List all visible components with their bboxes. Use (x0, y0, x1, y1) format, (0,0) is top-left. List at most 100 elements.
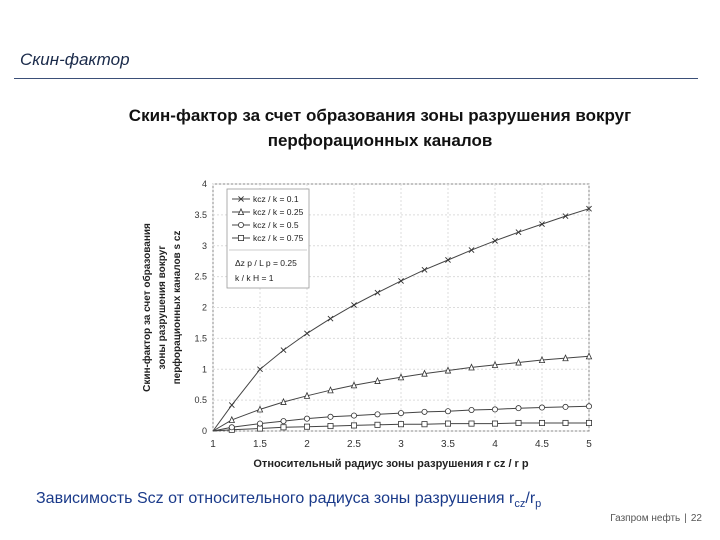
x-tick-label: 1 (210, 439, 216, 450)
y-tick-label: 1 (202, 364, 207, 374)
data-point-x (492, 237, 498, 244)
y-axis-label: перфорационных каналов s cz (171, 231, 183, 385)
y-axis-label: Скин-фактор за счет образования (141, 223, 153, 392)
legend-label: kcz / k = 0.5 (253, 220, 299, 230)
y-tick-label: 0.5 (194, 395, 207, 405)
data-point-x (351, 302, 357, 308)
y-tick-label: 2 (202, 303, 207, 313)
data-point-triangle (585, 352, 593, 360)
data-point-circle (444, 408, 451, 415)
chart-title: Скин-фактор за счет образования зоны раз… (128, 106, 632, 150)
data-point-triangle (280, 397, 287, 405)
x-tick-label: 2 (304, 439, 310, 450)
data-point-x (327, 315, 334, 322)
data-point-x (374, 289, 381, 296)
data-point-circle (374, 411, 381, 418)
data-point-circle (515, 405, 522, 412)
y-tick-label: 3 (202, 241, 207, 251)
y-tick-label: 1.5 (194, 333, 207, 343)
data-point-circle (256, 420, 263, 427)
data-point-x (468, 247, 475, 253)
data-point-circle (280, 418, 287, 425)
caption-text: Зависимость Scz от относительного радиус… (36, 490, 515, 507)
data-point-x (445, 257, 451, 263)
data-point-square (586, 419, 593, 426)
legend-marker-circle (237, 221, 244, 228)
data-point-x (421, 266, 428, 273)
y-axis-label: зоны разрушения вокруг (157, 245, 168, 369)
data-point-circle (468, 407, 475, 414)
chart-caption: Зависимость Scz от относительного радиус… (36, 490, 541, 510)
footer-separator: | (684, 513, 687, 524)
slide-title: Скин-фактор (20, 50, 130, 69)
x-axis-label: Относительный радиус зоны разрушения r c… (253, 458, 529, 470)
data-point-square (468, 420, 475, 427)
data-point-square (327, 423, 334, 430)
data-point-triangle (374, 376, 381, 384)
data-point-triangle (397, 373, 405, 381)
data-point-circle (228, 424, 235, 431)
data-point-square (256, 425, 263, 432)
data-point-circle (562, 403, 569, 410)
data-point-square (350, 422, 357, 429)
page-number: 22 (690, 513, 702, 524)
caption-slash: /r (525, 490, 536, 507)
data-point-x (257, 366, 263, 373)
data-point-triangle (350, 381, 358, 389)
footer-brand: Газпром нефть (610, 513, 681, 524)
data-point-x (539, 221, 545, 228)
y-tick-label: 2.5 (194, 272, 207, 282)
data-point-x (515, 229, 522, 236)
data-point-square (421, 421, 428, 428)
legend-marker-x (238, 196, 244, 202)
data-point-square (539, 419, 546, 426)
data-point-circle (586, 403, 593, 410)
data-point-triangle (562, 354, 569, 362)
footer: Газпром нефть | 22 (610, 513, 702, 524)
data-point-circle (350, 412, 357, 419)
y-tick-label: 3.5 (194, 210, 207, 220)
data-point-x (586, 205, 592, 212)
x-tick-label: 5 (586, 439, 592, 450)
data-point-x (280, 347, 287, 354)
data-point-circle (397, 410, 404, 417)
data-point-x (562, 213, 569, 220)
data-point-triangle (327, 386, 334, 394)
data-point-triangle (491, 360, 499, 368)
legend-label: kcz / k = 0.75 (253, 233, 304, 243)
x-tick-label: 2.5 (347, 439, 361, 450)
data-point-triangle (468, 363, 475, 371)
x-tick-label: 3.5 (441, 439, 455, 450)
header-divider (14, 78, 698, 79)
data-point-x (304, 330, 310, 337)
data-point-triangle (256, 405, 264, 413)
data-point-triangle (515, 358, 522, 366)
caption-sub-p: p (535, 498, 542, 511)
data-point-circle (327, 413, 334, 420)
x-tick-label: 4.5 (535, 439, 549, 450)
annotation-line-2: k / k H = 1 (235, 273, 274, 283)
data-point-triangle (444, 366, 452, 374)
legend-marker-square (237, 234, 244, 241)
data-point-triangle (538, 355, 546, 363)
annotation-line-1: Δz p / L p = 0.25 (235, 258, 297, 268)
data-point-triangle (303, 391, 311, 399)
data-point-x (398, 278, 404, 284)
y-tick-label: 4 (202, 179, 207, 189)
data-point-square (303, 423, 310, 430)
data-point-square (515, 419, 522, 426)
caption-sub-cz: cz (514, 498, 526, 511)
legend-label: kcz / k = 0.1 (253, 194, 299, 204)
data-point-circle (421, 408, 428, 415)
data-point-triangle (228, 415, 236, 423)
data-point-square (491, 420, 498, 427)
legend-label: kcz / k = 0.25 (253, 207, 304, 217)
data-point-x (228, 402, 235, 408)
data-point-square (374, 421, 381, 428)
legend-marker-triangle (237, 207, 245, 215)
data-point-triangle (421, 369, 428, 377)
data-point-circle (303, 415, 310, 422)
data-point-square (562, 419, 569, 426)
y-tick-label: 0 (202, 426, 207, 436)
x-tick-label: 4 (492, 439, 498, 450)
